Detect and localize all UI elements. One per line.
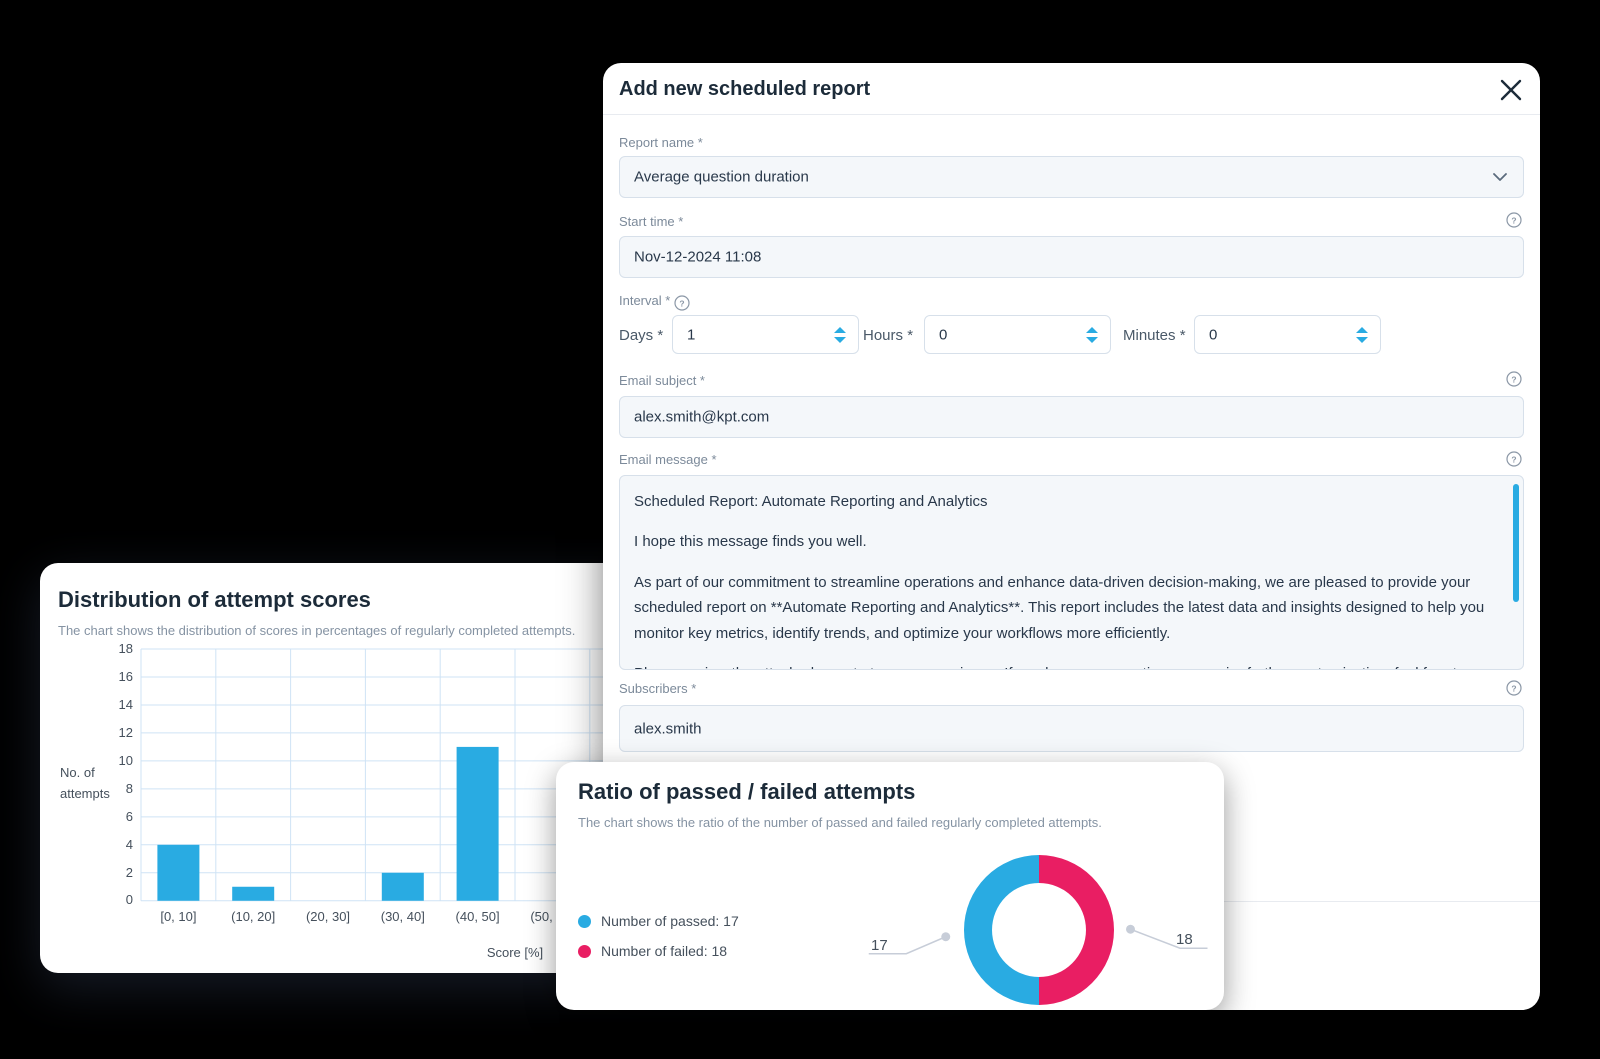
svg-text:?: ?: [679, 298, 684, 308]
svg-text:(40, 50]: (40, 50]: [456, 909, 500, 924]
svg-text:17: 17: [871, 937, 888, 954]
svg-text:(10, 20]: (10, 20]: [231, 909, 275, 924]
svg-text:?: ?: [1511, 454, 1516, 464]
svg-text:8: 8: [126, 781, 133, 796]
svg-text:12: 12: [119, 725, 133, 740]
svg-text:?: ?: [1511, 374, 1516, 384]
svg-text:6: 6: [126, 809, 133, 824]
svg-text:18: 18: [1176, 931, 1193, 948]
svg-text:?: ?: [1511, 215, 1516, 225]
svg-text:16: 16: [119, 669, 133, 684]
svg-text:2: 2: [126, 865, 133, 880]
svg-text:0: 0: [126, 892, 133, 907]
svg-text:10: 10: [119, 753, 133, 768]
svg-text:(30, 40]: (30, 40]: [381, 909, 425, 924]
svg-text:14: 14: [119, 697, 133, 712]
svg-text:?: ?: [1511, 683, 1516, 693]
svg-text:(20, 30]: (20, 30]: [306, 909, 350, 924]
svg-text:[0, 10]: [0, 10]: [160, 909, 196, 924]
svg-text:4: 4: [126, 837, 133, 852]
svg-text:18: 18: [119, 641, 133, 656]
svg-text:Score [%]: Score [%]: [487, 945, 543, 960]
